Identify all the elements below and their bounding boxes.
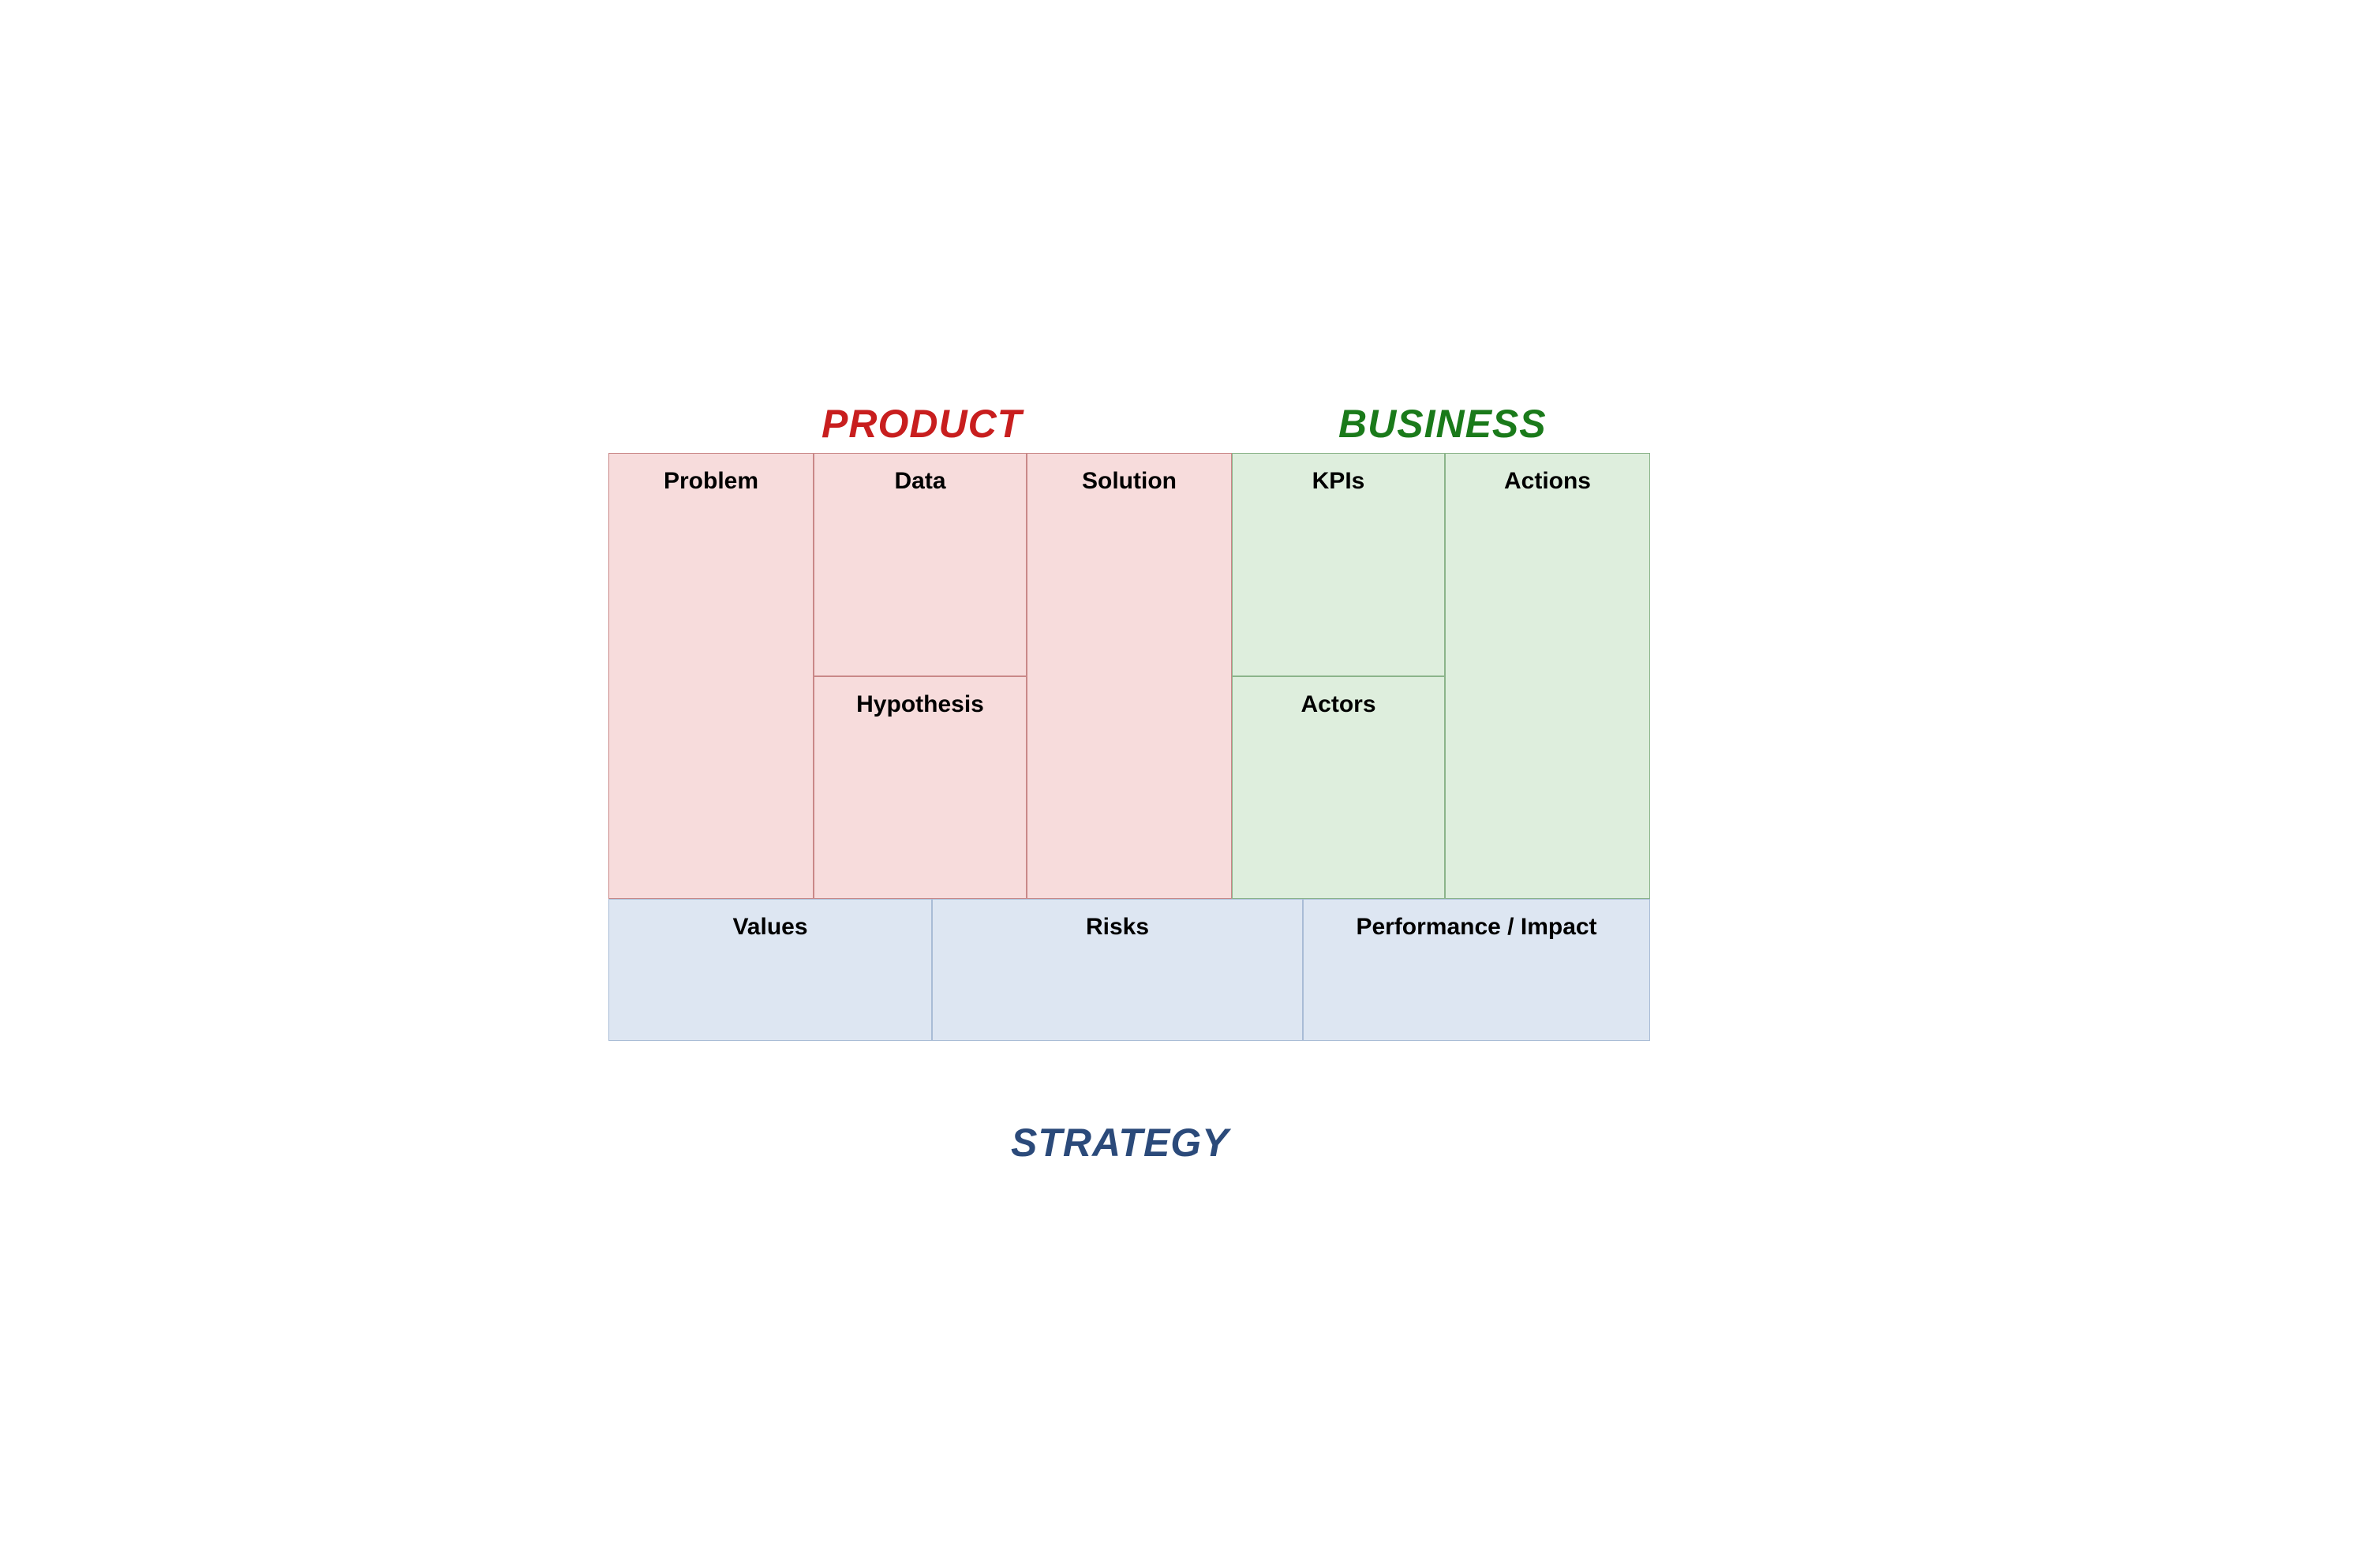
label-risks: Risks <box>1086 914 1149 940</box>
label-kpis: KPIs <box>1312 468 1365 494</box>
cell-performance: Performance / Impact <box>1303 899 1650 1041</box>
label-actors: Actors <box>1301 691 1375 717</box>
header-business: Business <box>1338 401 1547 447</box>
cell-data: Data <box>814 453 1027 676</box>
label-solution: Solution <box>1082 468 1177 494</box>
label-actions: Actions <box>1504 468 1591 494</box>
cell-actions: Actions <box>1445 453 1650 899</box>
canvas: Product Business Problem Data Hypothesis… <box>601 398 1768 1171</box>
cell-actors: Actors <box>1232 676 1445 899</box>
cell-risks: Risks <box>932 899 1303 1041</box>
cell-solution: Solution <box>1027 453 1232 899</box>
label-data: Data <box>894 468 945 494</box>
header-product: Product <box>821 401 1022 447</box>
header-strategy: Strategy <box>1011 1120 1229 1166</box>
label-values: Values <box>732 914 807 940</box>
label-hypothesis: Hypothesis <box>856 691 984 717</box>
cell-hypothesis: Hypothesis <box>814 676 1027 899</box>
label-performance: Performance / Impact <box>1356 914 1596 940</box>
cell-problem: Problem <box>608 453 814 899</box>
cell-values: Values <box>608 899 932 1041</box>
cell-kpis: KPIs <box>1232 453 1445 676</box>
label-problem: Problem <box>664 468 758 494</box>
